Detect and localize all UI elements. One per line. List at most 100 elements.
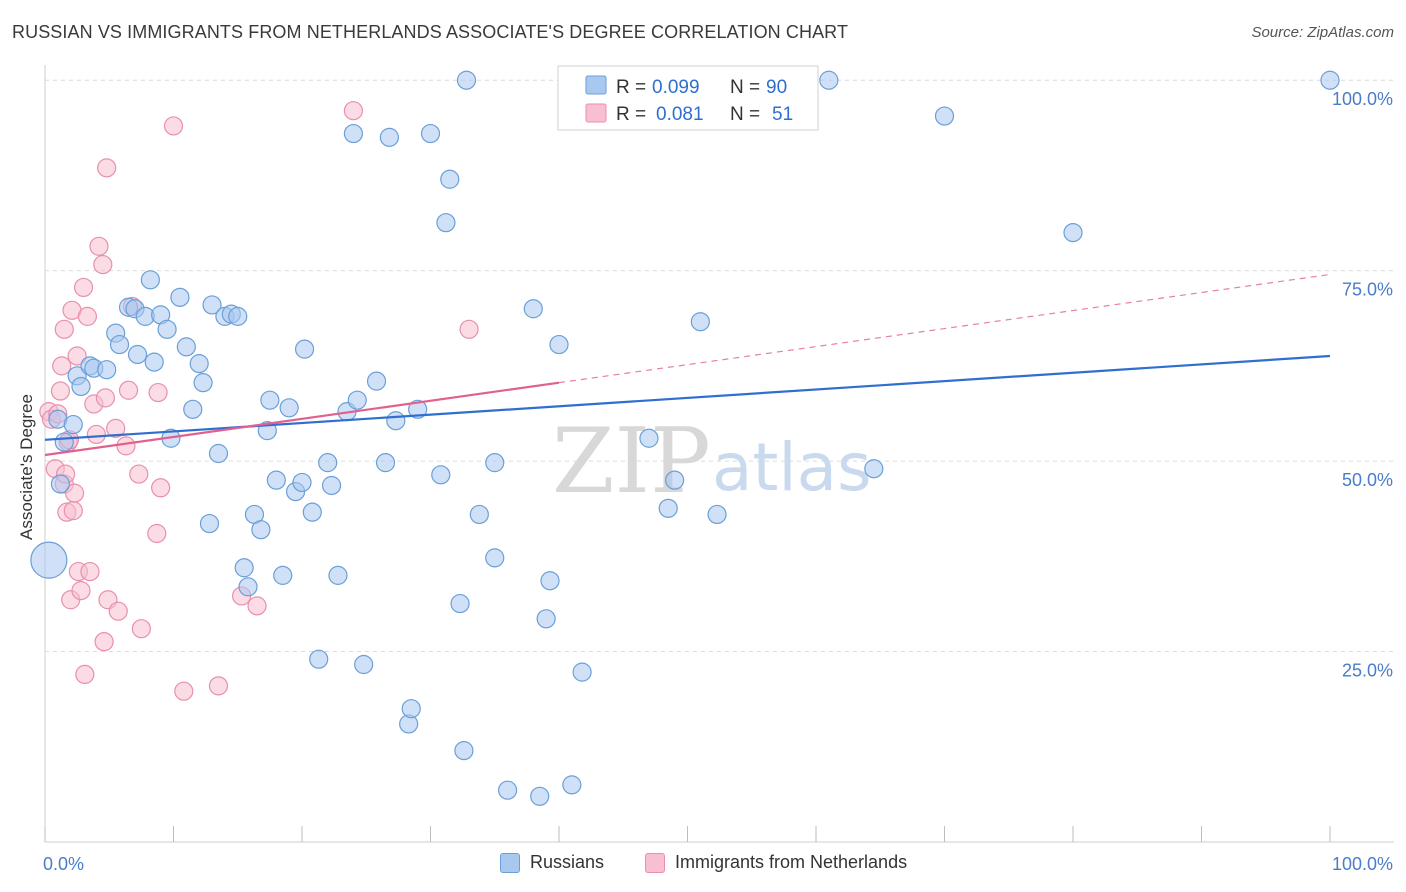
- russians-point-4[interactable]: [63, 414, 83, 435]
- russians-point-42[interactable]: [292, 472, 312, 493]
- russians-point-67[interactable]: [469, 504, 489, 525]
- russians-point-48[interactable]: [328, 565, 348, 585]
- russians-point-52[interactable]: [354, 654, 374, 675]
- russians-point-40[interactable]: [279, 398, 299, 418]
- russians-point-25[interactable]: [193, 373, 213, 393]
- russians-point-35[interactable]: [251, 520, 271, 540]
- russians-point-27[interactable]: [202, 295, 222, 315]
- netherlands-point-20[interactable]: [75, 664, 95, 685]
- netherlands-point-18[interactable]: [71, 581, 91, 601]
- russians-point-77[interactable]: [572, 662, 592, 682]
- russians-point-21[interactable]: [170, 287, 190, 307]
- russians-point-0[interactable]: [30, 541, 68, 579]
- netherlands-point-24[interactable]: [86, 424, 107, 445]
- netherlands-point-47[interactable]: [459, 319, 479, 339]
- russians-point-31[interactable]: [228, 306, 248, 326]
- russians-point-54[interactable]: [375, 453, 396, 473]
- russians-point-85[interactable]: [864, 459, 884, 479]
- russians-point-59[interactable]: [408, 399, 428, 419]
- netherlands-point-33[interactable]: [116, 436, 136, 456]
- russians-point-55[interactable]: [379, 127, 399, 147]
- netherlands-point-6[interactable]: [54, 319, 74, 339]
- russians-point-81[interactable]: [690, 312, 710, 332]
- russians-point-44[interactable]: [302, 502, 322, 522]
- russians-point-58[interactable]: [401, 699, 421, 719]
- netherlands-point-22[interactable]: [80, 561, 100, 582]
- russians-point-33[interactable]: [238, 577, 258, 597]
- netherlands-point-39[interactable]: [148, 382, 168, 403]
- netherlands-point-26[interactable]: [93, 254, 113, 275]
- netherlands-point-15[interactable]: [64, 483, 85, 503]
- russians-point-37[interactable]: [260, 390, 280, 410]
- netherlands-point-40[interactable]: [151, 478, 171, 498]
- netherlands-point-28[interactable]: [95, 388, 115, 408]
- netherlands-point-16[interactable]: [67, 346, 87, 366]
- russians-point-69[interactable]: [485, 453, 505, 473]
- russians-point-24[interactable]: [189, 354, 209, 374]
- russians-point-64[interactable]: [450, 593, 470, 614]
- russians-point-23[interactable]: [183, 399, 203, 419]
- russians-point-75[interactable]: [549, 334, 569, 355]
- russians-point-38[interactable]: [266, 470, 286, 490]
- russians-point-45[interactable]: [309, 649, 329, 669]
- russians-point-39[interactable]: [273, 565, 293, 585]
- russians-point-72[interactable]: [530, 786, 550, 806]
- russians-point-32[interactable]: [234, 558, 254, 578]
- russians-point-22[interactable]: [176, 337, 196, 357]
- russians-point-53[interactable]: [366, 371, 387, 391]
- russians-point-78[interactable]: [639, 428, 659, 448]
- russians-point-28[interactable]: [208, 443, 229, 464]
- russians-point-3[interactable]: [54, 432, 74, 452]
- netherlands-point-25[interactable]: [89, 236, 109, 256]
- legend-item-netherlands[interactable]: Immigrants from Netherlands: [645, 852, 907, 873]
- russians-point-47[interactable]: [321, 475, 342, 496]
- russians-point-9[interactable]: [97, 360, 117, 380]
- netherlands-point-45[interactable]: [247, 596, 267, 616]
- netherlands-point-14[interactable]: [63, 501, 83, 521]
- netherlands-point-41[interactable]: [163, 116, 184, 136]
- netherlands-point-37[interactable]: [131, 619, 151, 639]
- netherlands-point-21[interactable]: [77, 306, 98, 326]
- russians-point-60[interactable]: [420, 123, 441, 144]
- netherlands-point-27[interactable]: [94, 632, 114, 652]
- russians-point-14[interactable]: [127, 344, 148, 365]
- russians-point-84[interactable]: [819, 70, 839, 90]
- russians-point-17[interactable]: [144, 352, 164, 372]
- netherlands-point-29[interactable]: [97, 158, 117, 178]
- legend-item-russians[interactable]: Russians: [500, 852, 604, 873]
- russians-point-62[interactable]: [436, 213, 456, 233]
- russians-point-16[interactable]: [140, 270, 160, 290]
- russians-point-71[interactable]: [523, 299, 543, 319]
- netherlands-point-34[interactable]: [118, 380, 139, 400]
- russians-point-82[interactable]: [707, 504, 727, 525]
- netherlands-point-4[interactable]: [50, 381, 71, 401]
- russians-point-76[interactable]: [562, 775, 582, 795]
- russians-point-65[interactable]: [454, 740, 474, 761]
- russians-point-56[interactable]: [386, 411, 406, 431]
- russians-point-43[interactable]: [294, 339, 315, 359]
- russians-point-11[interactable]: [109, 334, 130, 355]
- netherlands-point-42[interactable]: [174, 681, 194, 701]
- russians-point-19[interactable]: [157, 319, 177, 339]
- netherlands-point-32[interactable]: [108, 601, 128, 621]
- russians-point-79[interactable]: [658, 498, 678, 518]
- russians-point-68[interactable]: [485, 548, 505, 568]
- russians-point-63[interactable]: [440, 169, 460, 189]
- russians-point-66[interactable]: [456, 70, 477, 90]
- russians-point-86[interactable]: [934, 106, 955, 126]
- russians-point-80[interactable]: [665, 470, 685, 490]
- russians-point-46[interactable]: [318, 453, 338, 473]
- russians-point-88[interactable]: [1320, 70, 1340, 90]
- russians-point-51[interactable]: [347, 390, 367, 410]
- russians-point-2[interactable]: [50, 474, 71, 494]
- russians-point-87[interactable]: [1063, 222, 1083, 243]
- netherlands-point-46[interactable]: [343, 101, 363, 121]
- russians-point-6[interactable]: [71, 376, 91, 397]
- russians-point-50[interactable]: [343, 123, 363, 144]
- netherlands-point-36[interactable]: [129, 464, 149, 484]
- russians-point-70[interactable]: [498, 780, 518, 800]
- russians-point-73[interactable]: [536, 609, 556, 629]
- netherlands-point-38[interactable]: [147, 523, 167, 544]
- netherlands-point-31[interactable]: [106, 418, 126, 438]
- netherlands-point-19[interactable]: [73, 277, 94, 298]
